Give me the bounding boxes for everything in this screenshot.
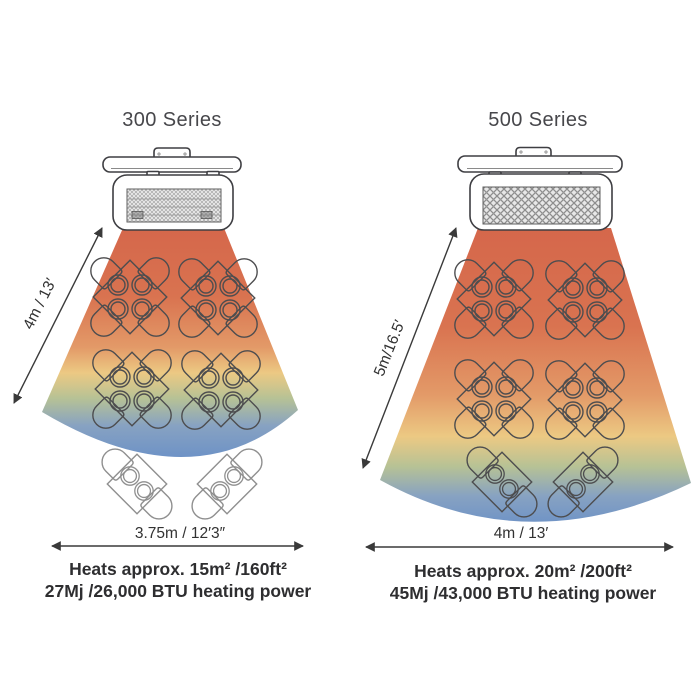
heat-cone-500 bbox=[380, 228, 691, 522]
beam-length-label-500: 5m/16.5′ bbox=[371, 318, 409, 379]
power-text-300: 27Mj /26,000 BTU heating power bbox=[45, 581, 312, 601]
spread-dimension-300: 3.75m / 12′3″ bbox=[51, 525, 304, 551]
area-text-300: Heats approx. 15m² /160ft² bbox=[69, 559, 287, 579]
screw-icon bbox=[544, 150, 548, 154]
heater-handle-icon bbox=[153, 147, 191, 158]
heater-reflector-lid bbox=[102, 156, 242, 173]
heat-cone-300 bbox=[42, 228, 298, 458]
heater-handle-icon bbox=[515, 146, 552, 156]
power-text-500: 45Mj /43,000 BTU heating power bbox=[390, 583, 657, 603]
igniter-box bbox=[200, 211, 213, 219]
series-300-title: 300 Series bbox=[122, 109, 222, 131]
igniter-box bbox=[131, 211, 144, 219]
diagonal-arrow bbox=[13, 227, 103, 404]
screw-icon bbox=[183, 152, 187, 156]
heater-300 bbox=[102, 147, 242, 231]
heater-reflector-lid bbox=[457, 155, 623, 173]
area-text-500: Heats approx. 20m² /200ft² bbox=[414, 561, 632, 581]
screw-icon bbox=[157, 152, 161, 156]
heater-mesh-grille bbox=[482, 186, 601, 225]
spread-label-500: 4m / 13′ bbox=[494, 525, 549, 542]
spread-dimension-500: 4m / 13′ bbox=[365, 525, 674, 552]
diagonal-arrow bbox=[361, 227, 458, 469]
series-500-title: 500 Series bbox=[488, 109, 588, 131]
heater-500 bbox=[457, 146, 623, 231]
spread-label-300: 3.75m / 12′3″ bbox=[135, 525, 226, 542]
screw-icon bbox=[519, 150, 523, 154]
